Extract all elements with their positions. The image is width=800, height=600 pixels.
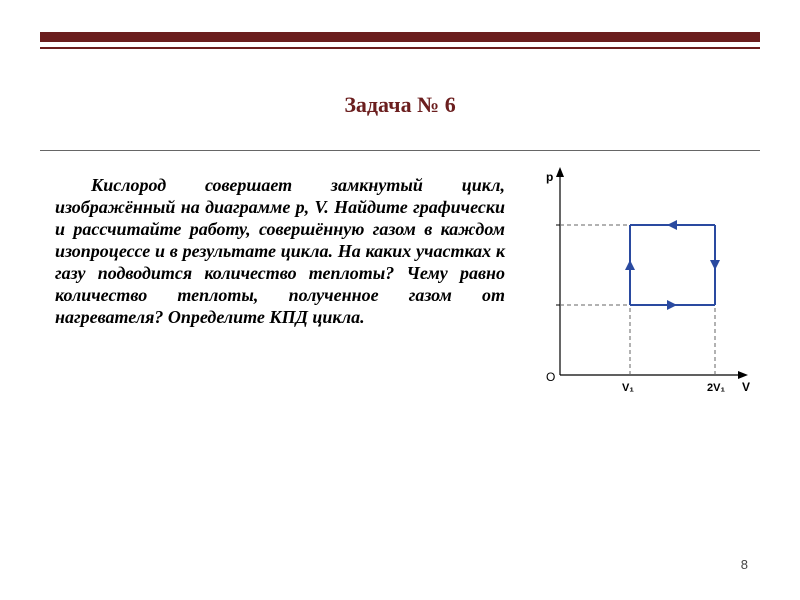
header-bars xyxy=(40,32,760,49)
problem-text: Кислород совершает замкнутый цикл, изобр… xyxy=(55,175,505,329)
pv-diagram: p V O V₁ 2V₁ xyxy=(530,160,760,440)
title-divider xyxy=(40,150,760,151)
page-number: 8 xyxy=(741,557,748,572)
pv-diagram-svg: p V O V₁ 2V₁ xyxy=(530,160,760,440)
page-title: Задача № 6 xyxy=(0,92,800,118)
svg-text:V: V xyxy=(742,380,750,394)
svg-text:O: O xyxy=(546,370,555,384)
thin-bar xyxy=(40,47,760,49)
svg-text:V₁: V₁ xyxy=(622,382,634,394)
svg-text:p: p xyxy=(546,170,553,184)
svg-text:2V₁: 2V₁ xyxy=(707,382,725,394)
thick-bar xyxy=(40,32,760,42)
